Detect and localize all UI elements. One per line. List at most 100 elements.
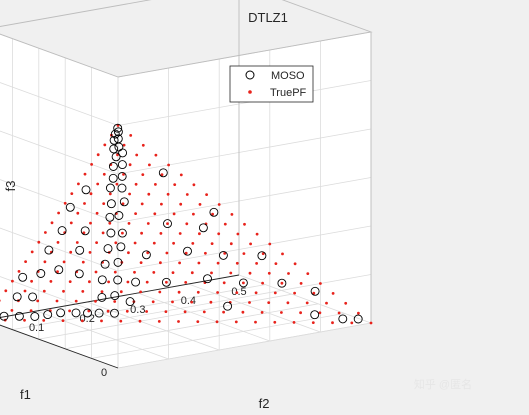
truepf-point <box>202 310 206 314</box>
moso-point <box>117 160 127 170</box>
truepf-point <box>185 193 189 196</box>
z-axis-label: f3 <box>3 181 18 192</box>
truepf-point <box>158 290 162 294</box>
truepf-point <box>235 291 239 294</box>
moso-point <box>65 202 75 212</box>
moso-point <box>183 246 192 256</box>
moso-point <box>310 310 320 320</box>
truepf-point <box>196 320 200 323</box>
truepf-point <box>122 143 126 147</box>
truepf-point <box>293 262 297 266</box>
truepf-point <box>24 260 27 263</box>
truepf-point <box>139 290 143 294</box>
truepf-point <box>147 192 151 196</box>
moso-point <box>203 274 212 284</box>
moso-point <box>161 277 171 287</box>
truepf-point <box>331 292 335 295</box>
truepf-point <box>249 242 253 246</box>
truepf-point <box>81 290 85 293</box>
truepf-point <box>260 311 264 314</box>
truepf-point <box>108 192 112 196</box>
truepf-point <box>217 203 221 206</box>
truepf-point <box>166 222 169 226</box>
axes-background <box>0 32 371 368</box>
truepf-point <box>151 300 155 304</box>
truepf-point <box>325 301 328 305</box>
truepf-point <box>29 309 33 312</box>
moso-point <box>18 272 28 282</box>
truepf-point <box>121 231 124 235</box>
truepf-point <box>146 222 150 225</box>
moso-point <box>119 197 129 207</box>
y-tick-label: 0.5 <box>231 286 246 298</box>
truepf-point <box>190 271 194 275</box>
truepf-point <box>196 290 200 294</box>
truepf-point <box>10 309 14 312</box>
truepf-point <box>23 318 26 322</box>
moso-point <box>158 168 168 178</box>
truepf-point <box>129 134 133 137</box>
moso-point <box>106 199 116 209</box>
moso-point <box>54 265 64 275</box>
truepf-point <box>30 250 34 254</box>
truepf-point <box>248 301 251 304</box>
legend: MOSO TruePF <box>229 65 314 103</box>
truepf-point <box>178 261 182 265</box>
moso-point <box>0 311 9 321</box>
truepf-point <box>4 289 8 293</box>
truepf-point <box>222 281 226 285</box>
moso-point <box>257 251 267 261</box>
truepf-point <box>68 309 71 313</box>
truepf-point <box>17 270 21 273</box>
truepf-point <box>23 289 27 293</box>
truepf-point <box>82 231 86 235</box>
truepf-point <box>125 309 129 313</box>
truepf-point <box>56 241 60 244</box>
truepf-point <box>126 280 130 284</box>
x-axis-line <box>0 324 119 369</box>
truepf-point <box>102 202 106 206</box>
moso-point <box>105 183 115 193</box>
truepf-point <box>154 183 157 186</box>
y-tick-label: 0.1 <box>29 322 44 334</box>
moso-point <box>110 308 119 318</box>
truepf-point <box>211 212 215 216</box>
moso-point <box>106 228 116 238</box>
truepf-point <box>204 251 207 255</box>
legend-truepf-marker <box>248 90 252 94</box>
truepf-point <box>198 232 201 236</box>
truepf-point <box>80 319 84 323</box>
truepf-point <box>128 163 132 167</box>
truepf-point <box>42 289 46 293</box>
truepf-point <box>165 251 169 255</box>
truepf-point <box>255 232 259 236</box>
truepf-point <box>179 173 183 177</box>
moso-point <box>71 308 81 318</box>
truepf-point <box>357 311 360 315</box>
truepf-point <box>63 201 67 205</box>
truepf-point <box>281 252 284 256</box>
truepf-point <box>280 311 283 314</box>
truepf-point <box>115 182 119 186</box>
truepf-point <box>145 280 149 284</box>
truepf-point <box>165 280 168 284</box>
truepf-point <box>140 202 144 206</box>
truepf-point <box>43 260 47 264</box>
truepf-point <box>210 242 214 246</box>
truepf-point <box>235 261 239 265</box>
truepf-point <box>241 310 245 314</box>
truepf-point <box>103 143 107 147</box>
watermark: 知乎 @匿名 <box>414 377 472 391</box>
truepf-point <box>55 299 59 303</box>
truepf-point <box>197 261 201 265</box>
truepf-point <box>0 299 1 302</box>
truepf-point <box>76 211 80 215</box>
truepf-point <box>108 221 112 225</box>
moso-point <box>12 292 22 302</box>
truepf-point <box>83 202 86 205</box>
truepf-point <box>68 280 72 283</box>
truepf-point <box>122 173 125 176</box>
truepf-point <box>95 241 98 245</box>
truepf-point <box>229 242 233 246</box>
truepf-point <box>56 270 59 274</box>
